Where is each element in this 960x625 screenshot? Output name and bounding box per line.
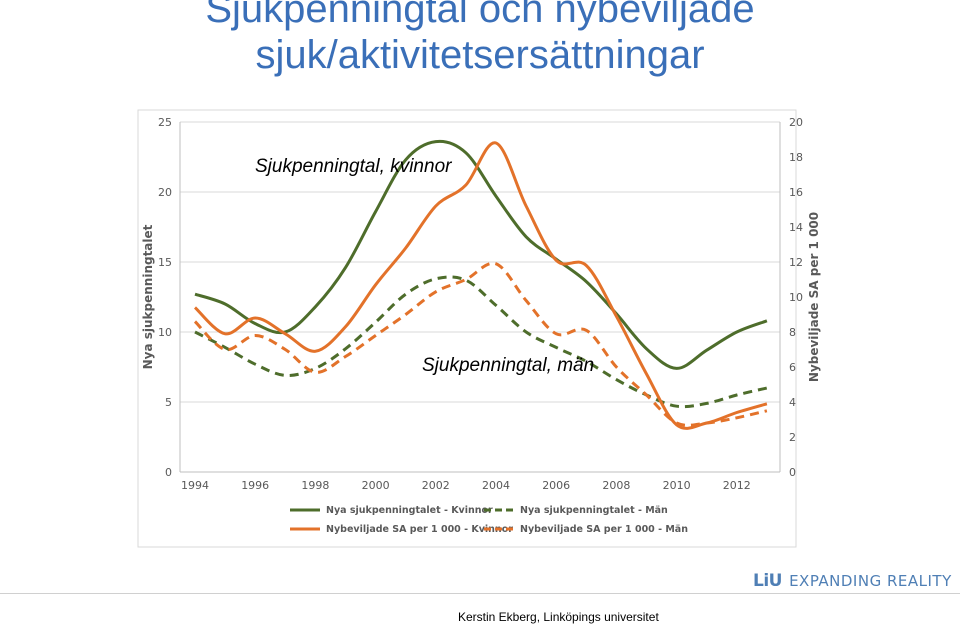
y-right-tick-label: 20 [789, 116, 803, 129]
series-lines [193, 139, 768, 430]
y-right-tick-label: 10 [789, 291, 803, 304]
y-right-tick-label: 12 [789, 256, 803, 269]
y-tick-label: 0 [165, 466, 172, 479]
y-right-tick-label: 2 [789, 431, 796, 444]
y-right-tick-label: 14 [789, 221, 803, 234]
y-right-tick-label: 4 [789, 396, 796, 409]
y-tick-label: 25 [158, 116, 172, 129]
y-right-tick-label: 16 [789, 186, 803, 199]
legend-label: Nybeviljade SA per 1 000 - Män [520, 524, 688, 535]
y-right-tick-label: 8 [789, 326, 796, 339]
liu-logo: LiU EXPANDING REALITY [753, 571, 952, 591]
axes: 0 5 10 15 20 25 0 2 4 6 8 10 12 14 16 18 20 1994 1996 1998 2… [141, 116, 821, 492]
y-tick-label: 10 [158, 326, 172, 339]
y-axis-title: Nya sjukpenningtalet [141, 224, 155, 369]
x-tick-label: 1996 [241, 479, 269, 492]
legend-label: Nybeviljade SA per 1 000 - Kvinnor [326, 524, 513, 535]
y-tick-label: 20 [158, 186, 172, 199]
slide-title: Sjukpenningtal och nybeviljade sjuk/akti… [0, 0, 960, 78]
title-line-1: Sjukpenningtal och nybeviljade [205, 0, 755, 31]
y-tick-label: 5 [165, 396, 172, 409]
x-tick-label: 2008 [602, 479, 630, 492]
x-tick-label: 1998 [301, 479, 329, 492]
y-right-axis-title: Nybeviljade SA per 1 000 [807, 212, 821, 382]
legend: Nya sjukpenningtalet - Kvinnor Nya sjukpe… [290, 505, 688, 535]
series-line-nya-sjukpenningtalet-kvinnor [194, 139, 768, 370]
legend-label: Nya sjukpenningtalet - Män [520, 505, 668, 516]
logo-tagline: EXPANDING REALITY [789, 572, 952, 590]
author-credit: Kerstin Ekberg, Linköpings universitet [458, 610, 659, 624]
footer-divider [0, 593, 960, 594]
grid [180, 121, 780, 473]
y-right-tick-label: 6 [789, 361, 796, 374]
title-line-2: sjuk/aktivitetsersättningar [255, 33, 705, 77]
y-right-tick-label: 0 [789, 466, 796, 479]
annotation-kvinnor: Sjukpenningtal, kvinnor [255, 156, 452, 177]
series-line-nybeviljade-sa-per-1-000-kvinnor [193, 141, 768, 430]
x-tick-label: 2004 [482, 479, 510, 492]
y-tick-label: 15 [158, 256, 172, 269]
annotation-man: Sjukpenningtal, män [422, 355, 594, 376]
series-line-nybeviljade-sa-per-1-000-m-n [193, 261, 768, 427]
x-tick-label: 2002 [422, 479, 450, 492]
x-tick-label: 2012 [723, 479, 751, 492]
legend-label: Nya sjukpenningtalet - Kvinnor [326, 505, 493, 516]
x-tick-label: 2006 [542, 479, 570, 492]
y-right-tick-label: 18 [789, 151, 803, 164]
series-line-nya-sjukpenningtalet-m-n [194, 275, 768, 409]
chart-border [137, 109, 797, 548]
x-tick-label: 2010 [663, 479, 691, 492]
x-tick-label: 2000 [362, 479, 390, 492]
logo-liu-text: LiU [753, 571, 782, 591]
x-tick-label: 1994 [181, 479, 209, 492]
